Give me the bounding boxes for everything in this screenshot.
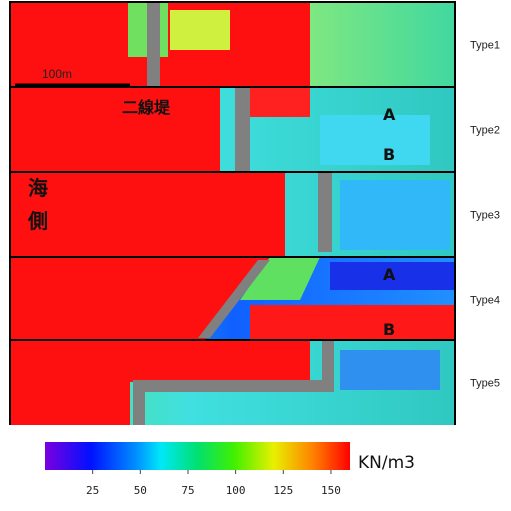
field [250, 87, 310, 117]
wall [147, 2, 160, 87]
tick-label: 150 [321, 484, 341, 497]
wall [322, 340, 334, 390]
field [250, 305, 455, 340]
field [320, 115, 430, 165]
colorbar [45, 442, 350, 470]
point-label: A [383, 265, 396, 284]
point-label: A [383, 105, 396, 124]
point-label: B [383, 145, 395, 164]
panel-label: Type2 [470, 125, 500, 137]
levee-label: 二線堤 [122, 98, 171, 117]
scale-label: 100m [42, 67, 72, 81]
panel-labels: Type1 Type2 Type3 Type4 Type5 [470, 40, 500, 390]
tick-label: 125 [273, 484, 293, 497]
field [170, 10, 230, 50]
wall [133, 380, 334, 392]
tick-label: 25 [86, 484, 99, 497]
wall [235, 87, 250, 172]
point-label: B [383, 320, 395, 339]
sea-label: 側 [27, 209, 48, 233]
tick-label: 75 [181, 484, 194, 497]
field [340, 180, 450, 250]
field [330, 262, 455, 290]
frame [9, 256, 456, 341]
wall [318, 172, 332, 252]
field [10, 172, 285, 257]
panel-label: Type4 [470, 295, 500, 307]
wall [198, 260, 270, 338]
colorbar-ticks: 25 50 75 100 125 150 [86, 470, 341, 497]
panel-label: Type3 [470, 210, 500, 222]
tick-label: 100 [226, 484, 246, 497]
field [10, 87, 220, 172]
wall [133, 380, 145, 425]
panel-label: Type1 [470, 40, 500, 52]
field [10, 340, 310, 382]
colorbar-unit: KN/m3 [358, 453, 415, 473]
panel-label: Type5 [470, 378, 500, 390]
sea-label: 海 [28, 176, 48, 200]
tick-label: 50 [134, 484, 147, 497]
panel-frames [9, 1, 456, 425]
field [340, 350, 440, 390]
field [10, 257, 270, 340]
heatmaps [10, 2, 455, 425]
field [240, 257, 320, 300]
field [10, 382, 130, 425]
